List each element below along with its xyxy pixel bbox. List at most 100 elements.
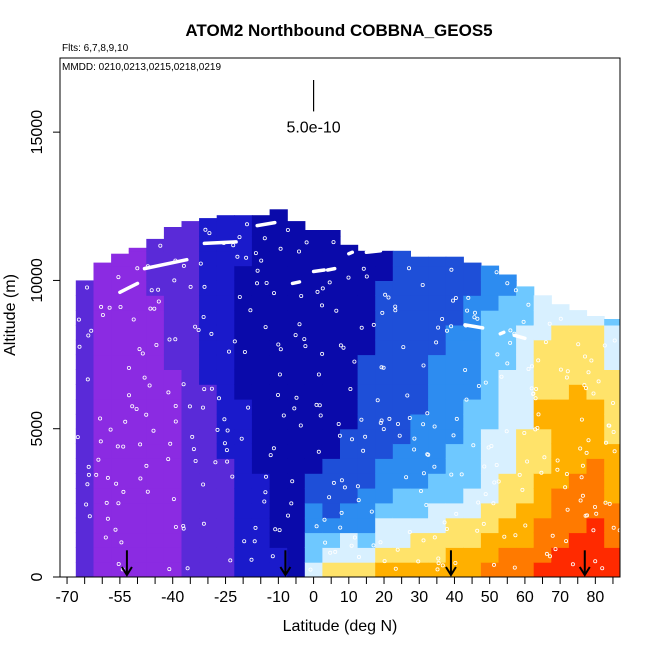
- heatmap-cell: [128, 488, 147, 504]
- heatmap-cell: [251, 428, 271, 445]
- heatmap-cell: [163, 502, 183, 519]
- heatmap-cell: [551, 532, 570, 548]
- heatmap-cell: [216, 339, 235, 356]
- heatmap-cell: [428, 532, 447, 548]
- sample-marker: [543, 340, 548, 345]
- heatmap-cell: [287, 502, 306, 519]
- heatmap-cell: [375, 458, 394, 474]
- sample-marker: [492, 480, 497, 485]
- sample-marker: [544, 551, 549, 556]
- heatmap-cell: [234, 399, 253, 415]
- y-tick-label: 10000: [29, 258, 46, 303]
- heatmap-cell: [287, 443, 306, 459]
- heatmap-cell: [304, 265, 323, 281]
- heatmap-cell: [357, 354, 376, 370]
- sample-marker: [187, 404, 192, 409]
- sample-marker: [463, 367, 468, 372]
- heatmap-cell: [516, 295, 535, 311]
- flight-track-segment: [347, 250, 355, 256]
- heatmap-cell: [269, 443, 288, 459]
- sample-marker: [508, 340, 513, 345]
- heatmap-cell: [357, 310, 376, 326]
- heatmap-cell: [216, 413, 235, 430]
- heatmap-cell: [516, 339, 535, 356]
- sample-marker: [226, 349, 231, 354]
- heatmap-cell: [322, 413, 341, 430]
- heatmap-cell: [428, 354, 447, 370]
- heatmap-cell: [392, 517, 411, 534]
- heatmap-cell: [199, 354, 218, 370]
- heatmap-cell: [199, 562, 218, 577]
- heatmap-cell: [269, 250, 288, 267]
- heatmap-cell: [604, 532, 620, 548]
- sample-marker: [334, 308, 339, 313]
- heatmap-cell: [428, 428, 447, 445]
- sample-marker: [521, 319, 526, 324]
- heatmap-cell: [604, 354, 620, 370]
- sample-marker: [432, 535, 437, 540]
- heatmap-cell: [533, 310, 552, 326]
- heatmap-cell: [304, 235, 323, 252]
- sample-marker: [379, 365, 384, 370]
- heatmap-cell: [498, 384, 517, 400]
- heatmap-cell: [533, 532, 552, 548]
- sample-marker: [459, 472, 464, 477]
- heatmap-cell: [269, 547, 288, 563]
- heatmap-cell: [199, 443, 218, 459]
- heatmap-cell: [111, 295, 130, 311]
- flight-track-segment: [202, 240, 238, 246]
- sample-marker: [230, 474, 235, 479]
- heatmap-cell: [287, 324, 306, 341]
- sample-marker: [607, 501, 612, 506]
- heatmap-cell: [357, 265, 376, 281]
- heatmap-cell: [304, 458, 323, 474]
- heatmap-cell: [251, 295, 271, 311]
- heatmap-cell: [234, 443, 253, 459]
- heatmap-cell: [322, 399, 341, 415]
- sample-marker: [453, 561, 458, 566]
- heatmap-cell: [551, 304, 570, 311]
- heatmap-cell: [216, 295, 235, 311]
- sample-marker: [104, 500, 109, 505]
- sample-marker: [496, 479, 501, 484]
- sample-marker: [547, 321, 552, 326]
- sample-marker: [86, 472, 91, 477]
- heatmap-cell: [498, 443, 517, 459]
- sample-marker: [253, 251, 258, 256]
- sample-marker: [107, 305, 112, 310]
- heatmap-cell: [93, 399, 112, 415]
- heatmap-cell: [375, 399, 394, 415]
- sample-marker: [131, 317, 136, 322]
- heatmap-cell: [287, 384, 306, 400]
- heatmap-cell: [463, 310, 482, 326]
- sample-marker: [166, 457, 171, 462]
- sample-marker: [75, 435, 80, 440]
- sample-marker: [513, 533, 518, 538]
- sample-marker: [449, 267, 454, 272]
- heatmap-cell: [463, 399, 482, 415]
- sample-marker: [252, 539, 257, 544]
- heatmap-cell: [410, 532, 429, 548]
- heatmap-cell: [181, 354, 200, 370]
- heatmap-cell: [181, 280, 200, 296]
- heatmap-cell: [357, 384, 376, 400]
- sample-marker: [181, 382, 186, 387]
- heatmap-cell: [551, 517, 570, 534]
- heatmap-cell: [480, 458, 500, 474]
- heatmap-cell: [480, 562, 500, 577]
- heatmap-cell: [357, 295, 376, 311]
- heatmap-cell: [304, 428, 323, 445]
- sample-marker: [412, 447, 417, 452]
- heatmap-cell: [269, 413, 288, 430]
- flight-track-segment: [79, 220, 94, 226]
- heatmap-cell: [375, 473, 394, 489]
- heatmap-cell: [604, 473, 620, 489]
- sample-marker: [454, 511, 459, 516]
- heatmap-cell: [111, 502, 130, 519]
- heatmap-cell: [146, 473, 165, 489]
- heatmap-cell: [216, 502, 235, 519]
- sample-marker: [504, 429, 509, 434]
- sample-marker: [505, 361, 510, 366]
- sample-marker: [387, 416, 392, 421]
- heatmap-cell: [568, 324, 588, 341]
